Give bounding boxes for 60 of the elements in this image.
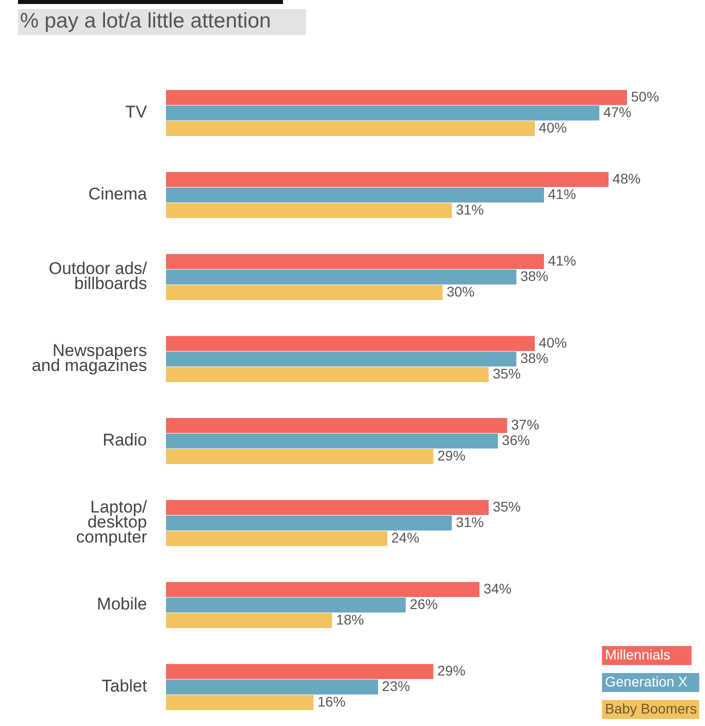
bar: [166, 500, 489, 515]
data-label: 26%: [410, 596, 438, 612]
data-label: 35%: [492, 365, 521, 382]
bar: [166, 680, 378, 694]
bar: [166, 203, 452, 218]
bar: [166, 449, 434, 464]
data-label: 16%: [318, 693, 346, 710]
y-tick-label: Cinema: [88, 184, 148, 204]
data-label: 38%: [520, 350, 548, 366]
data-label: 29%: [437, 447, 466, 464]
data-label: 36%: [502, 432, 530, 448]
text: Baby Boomers: [605, 700, 697, 717]
data-label: 23%: [382, 678, 410, 694]
data-label: 40%: [538, 119, 567, 136]
bar: [166, 367, 489, 382]
y-tick-label: Tablet: [102, 676, 148, 696]
y-tick-label: Mobile: [96, 594, 147, 614]
bar: [166, 90, 627, 105]
bar: [166, 270, 516, 284]
bar: [166, 695, 314, 710]
data-label: 48%: [612, 170, 641, 186]
bar: [166, 531, 388, 546]
bar: [166, 352, 516, 366]
bar: [166, 254, 544, 269]
data-label: 47%: [603, 104, 632, 120]
data-label: 38%: [520, 268, 548, 284]
text: Millennials: [605, 646, 670, 663]
bar: [166, 418, 508, 433]
data-label: 37%: [511, 416, 540, 432]
data-label: 31%: [456, 201, 484, 218]
bar: [166, 664, 434, 679]
bar: [166, 613, 332, 628]
text: Generation X: [605, 674, 688, 690]
data-label: 35%: [492, 498, 521, 514]
data-label: 31%: [456, 514, 484, 530]
bar: [166, 582, 480, 597]
bar: [166, 106, 600, 120]
bar: [166, 336, 535, 351]
chart-subtitle: % pay a lot/a little attention: [20, 10, 271, 33]
bar: [166, 598, 406, 612]
bar: [166, 434, 498, 448]
y-tick-label: TV: [125, 102, 148, 122]
bar: [166, 172, 609, 187]
bar: [166, 188, 544, 202]
y-tick-label: Outdoor ads/ billboards: [48, 259, 148, 294]
bar: [166, 516, 452, 530]
y-tick-label: Laptop/ desktop computer: [76, 498, 148, 547]
data-label: 18%: [336, 611, 364, 628]
data-label: 24%: [391, 529, 420, 546]
data-label: 29%: [437, 662, 466, 678]
y-tick-label: Newspapers and magazines: [32, 341, 147, 376]
data-label: 34%: [483, 580, 512, 596]
data-label: 41%: [548, 186, 576, 202]
data-label: 40%: [538, 334, 567, 350]
y-tick-label: Radio: [102, 430, 147, 450]
data-label: 30%: [446, 283, 475, 300]
bar: [166, 121, 535, 136]
data-label: 41%: [548, 252, 576, 268]
data-label: 50%: [631, 88, 660, 104]
bar: [166, 285, 443, 300]
